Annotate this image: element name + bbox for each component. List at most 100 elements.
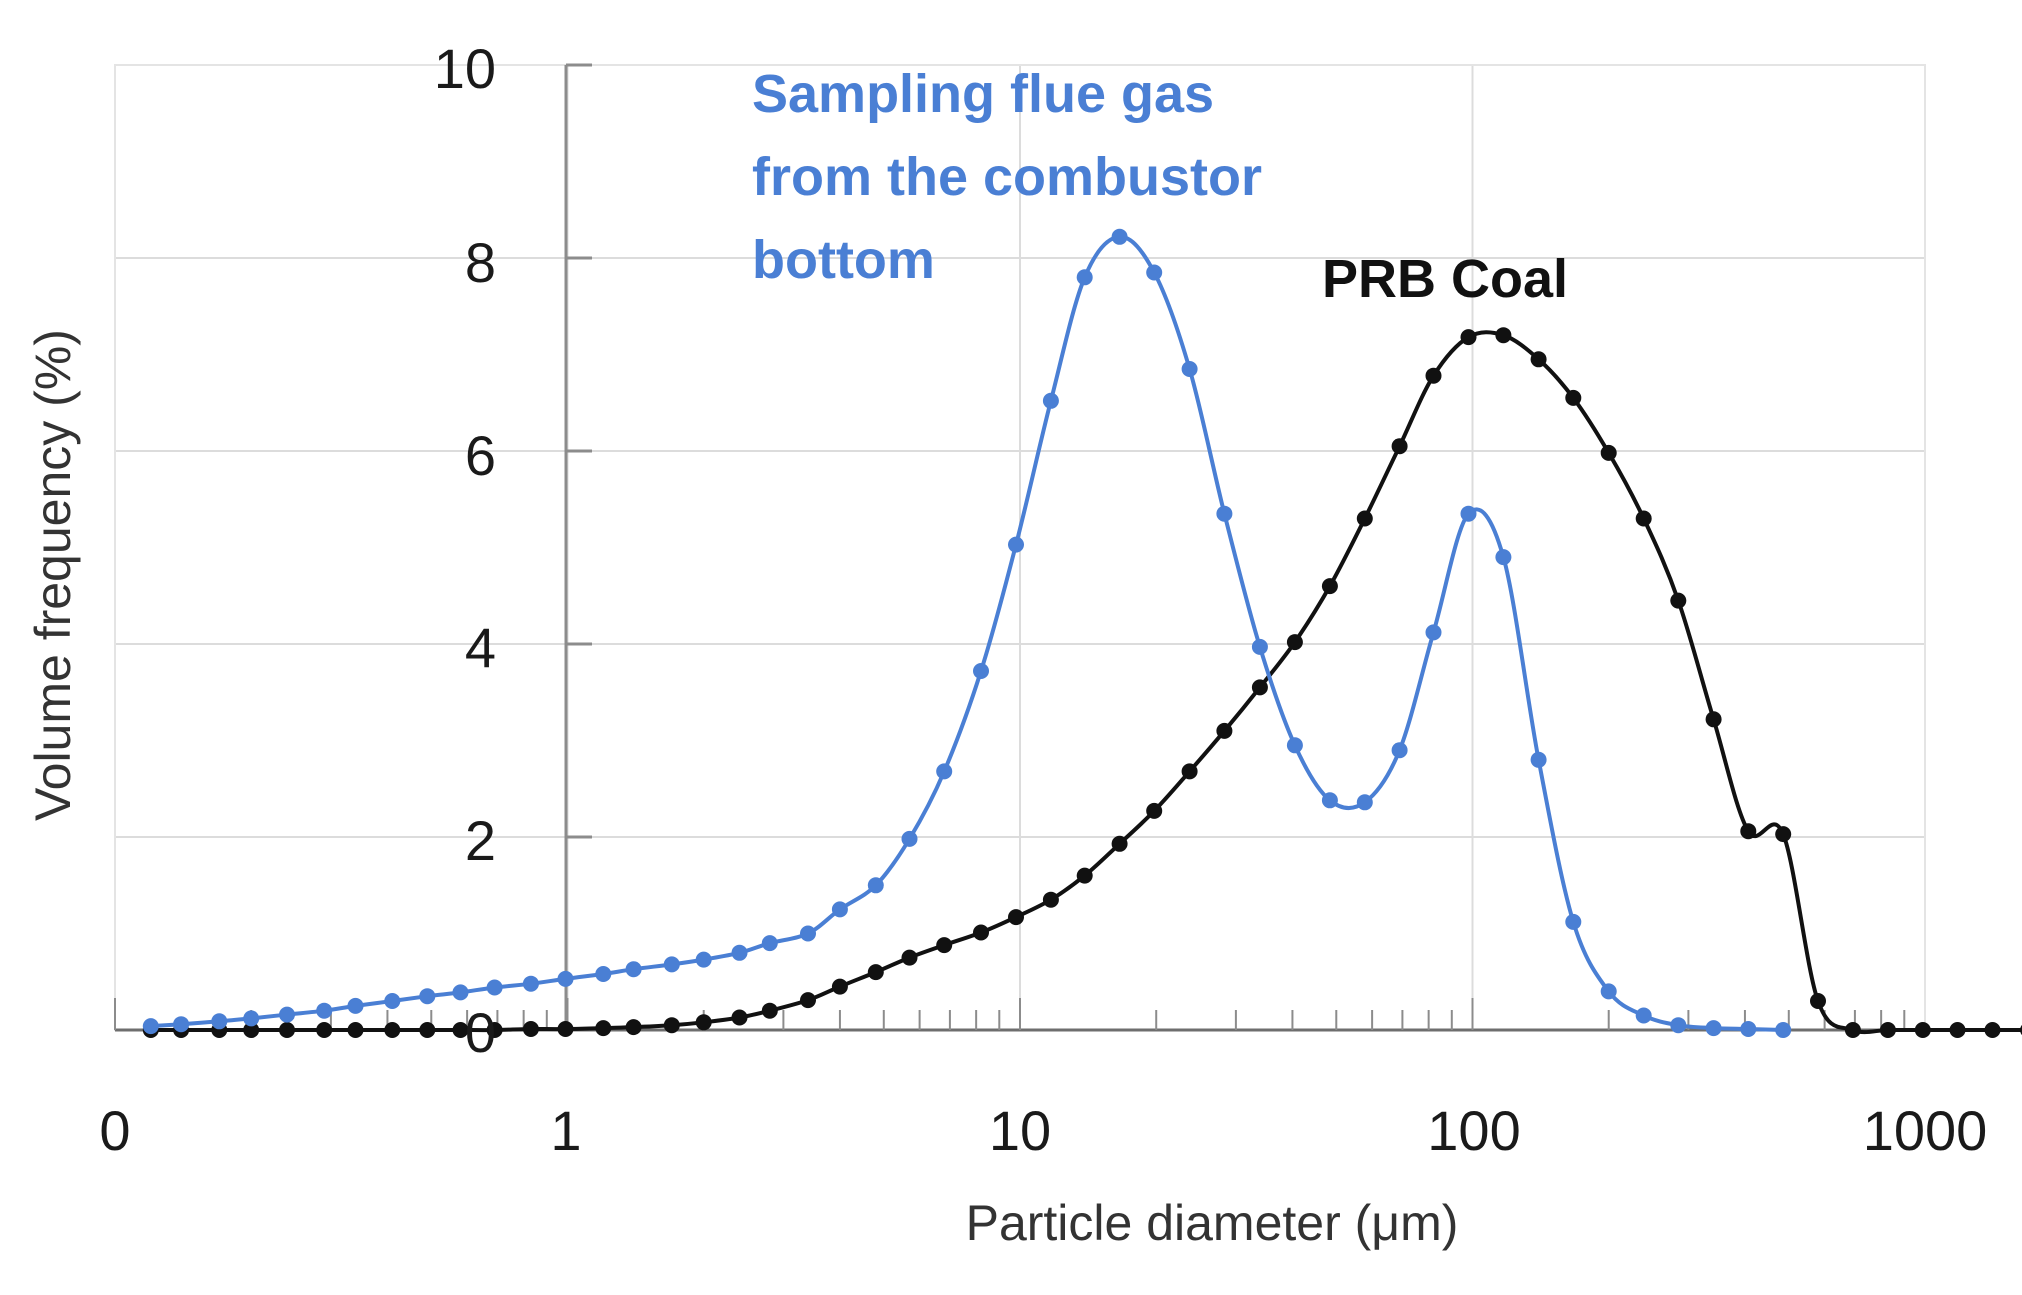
data-point [1356,794,1373,811]
data-point [522,1021,539,1037]
y-tick-label: 0 [465,1001,496,1064]
data-point [800,925,816,942]
data-point [1008,909,1024,926]
annotation-sampling: Sampling flue gas from the combustor bot… [752,64,1262,290]
data-point [1042,392,1059,409]
data-point [1635,1007,1652,1024]
data-point [1984,1022,2001,1038]
data-point [211,1013,228,1030]
x-tick-label: 100 [1427,1099,1520,1162]
data-point [1216,505,1233,522]
x-tick-label: 0 [99,1099,130,1162]
data-point [1111,835,1128,852]
data-point [384,1022,401,1038]
data-point [1146,802,1163,819]
y-tick-label: 6 [465,424,496,487]
data-point [347,1022,364,1038]
x-axis-title: Particle diameter (μm) [966,1195,1459,1251]
data-point [867,964,884,981]
data-point [1391,438,1408,455]
data-point [173,1016,190,1033]
data-point [761,935,778,952]
data-point [1321,792,1338,809]
data-point [936,937,953,954]
data-point [1600,444,1617,461]
data-point [731,1009,748,1026]
data-point [901,949,918,966]
data-point [901,830,918,847]
annotation-sampling-line: bottom [752,230,935,290]
data-point [1844,1022,1861,1038]
data-point [243,1022,260,1038]
data-point [1740,823,1757,840]
series-prb-coal [142,327,2022,1038]
data-point [695,951,712,968]
data-point [625,1019,642,1036]
data-point [142,1018,159,1035]
y-tick-label: 2 [465,809,496,872]
data-point [831,901,848,918]
y-tick-label: 4 [465,616,496,679]
annotation-prb-coal: PRB Coal [1322,249,1568,309]
data-point [347,997,364,1014]
data-point [1775,1022,1792,1038]
data-point [1251,638,1268,655]
tick-labels: 0 1 10 100 1000 0 2 4 6 8 10 [99,37,1987,1162]
data-point [1391,742,1408,759]
data-point [1495,327,1512,344]
data-point [1740,1021,1757,1037]
data-point [316,1002,333,1019]
data-point [557,1021,574,1037]
data-point [522,975,539,992]
data-point [1705,1020,1722,1037]
data-point [663,1017,680,1034]
data-point [867,877,884,894]
data-point [695,1014,712,1031]
data-point [663,956,680,973]
x-tick-label: 1000 [1863,1099,1988,1162]
y-axis-title: Volume frequency (%) [25,329,81,821]
data-point [625,961,642,978]
data-point [831,978,848,995]
annotation-sampling-line: from the combustor [752,147,1262,207]
data-point [384,993,401,1009]
data-point [936,763,953,780]
data-point [1146,264,1163,281]
data-point [1042,891,1059,908]
data-point [486,979,503,996]
data-point [1425,624,1442,641]
data-point [1460,505,1477,522]
series-sampling-flue-gas [142,228,1792,1038]
data-point [761,1002,778,1019]
data-point [1076,867,1093,884]
data-point [1635,510,1652,527]
data-point [1914,1022,1931,1038]
data-point [1530,351,1547,368]
data-point [419,988,436,1005]
data-point [557,970,574,987]
data-point [1600,983,1617,1000]
data-point [1495,549,1512,566]
data-point [1670,592,1687,609]
data-point [1181,763,1198,780]
data-point [419,1022,436,1038]
data-point [452,984,469,1001]
data-point [1879,1022,1896,1038]
data-point [800,992,816,1009]
data-point [1251,679,1268,696]
series-layer [142,228,2022,1038]
y-tick-label: 10 [434,37,496,100]
data-point [595,1020,612,1037]
data-point [1670,1017,1687,1034]
y-tick-label: 8 [465,231,496,294]
data-point [1949,1022,1966,1038]
data-point [316,1022,333,1038]
annotation-sampling-line: Sampling flue gas [752,64,1214,124]
data-point [1008,536,1024,553]
data-point [1356,510,1373,527]
x-tick-label: 1 [550,1099,581,1162]
data-point [279,1006,295,1023]
data-point [731,944,748,961]
